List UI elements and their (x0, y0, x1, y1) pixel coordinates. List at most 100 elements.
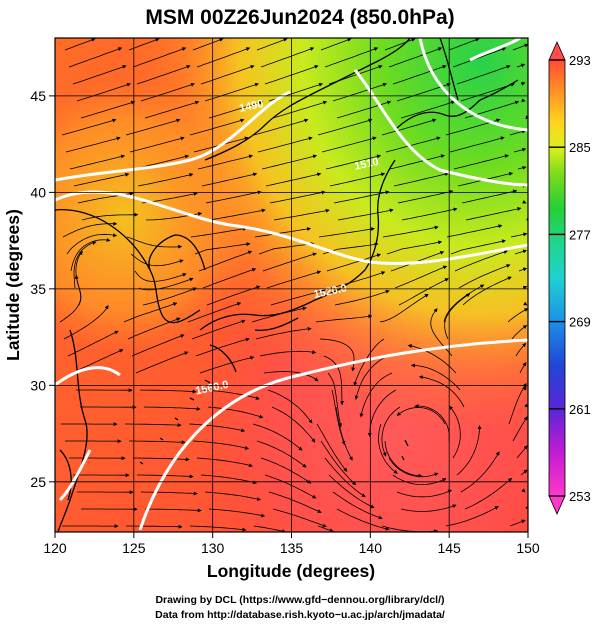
x-tick-label: 145 (437, 540, 461, 556)
streamline (207, 406, 264, 419)
streamline (508, 383, 527, 425)
streamline (204, 491, 262, 501)
streamline (381, 118, 437, 136)
streamline (359, 372, 393, 418)
x-tick-label: 135 (280, 540, 304, 556)
streamline (208, 508, 266, 518)
streamline (386, 240, 443, 255)
streamline (189, 118, 245, 136)
streamline (131, 334, 185, 357)
streamline (318, 227, 375, 238)
streamline (445, 506, 499, 527)
streamline (392, 64, 447, 85)
streamline (71, 349, 124, 374)
streamline (324, 47, 379, 68)
streamline (138, 277, 194, 291)
streamline (517, 165, 527, 170)
streamline (200, 64, 255, 85)
streamline (204, 82, 259, 102)
streamline (198, 250, 253, 272)
streamline (134, 270, 187, 282)
streamline (335, 406, 353, 461)
streamline (452, 47, 507, 68)
streamline (271, 406, 316, 443)
streamline (63, 305, 109, 340)
colorbar-label: 253 (569, 489, 591, 504)
streamline (316, 423, 348, 472)
streamline (123, 302, 178, 323)
streamline (270, 289, 326, 306)
y-axis-title: Latitude (degrees) (3, 209, 23, 361)
streamline (268, 491, 322, 513)
streamline (400, 504, 457, 512)
streamline (456, 64, 511, 85)
x-tick-label: 130 (201, 540, 225, 556)
streamline (334, 289, 390, 306)
streamline (513, 147, 527, 153)
streamline (331, 389, 346, 446)
streamline (448, 38, 480, 51)
streamline (514, 249, 528, 255)
streamline (446, 224, 503, 238)
x-tick-label: 140 (359, 540, 383, 556)
streamline (330, 271, 386, 289)
streamline (449, 136, 505, 153)
streamline (323, 355, 344, 406)
streamline (262, 252, 317, 272)
streamline (378, 423, 398, 474)
streamline (321, 136, 377, 153)
streamline (336, 100, 392, 119)
streamline (324, 457, 366, 498)
streamline (259, 350, 317, 357)
streamline (460, 82, 515, 102)
streamline (315, 314, 373, 323)
streamline (255, 326, 312, 340)
y-tick-label: 40 (30, 184, 46, 200)
streamline (143, 406, 201, 411)
streamline (140, 491, 198, 496)
streamline (465, 207, 522, 221)
streamline (410, 363, 461, 391)
streamline (317, 525, 334, 532)
coastlines (55, 38, 519, 532)
y-tick-label: 30 (30, 377, 46, 393)
streamline (456, 425, 482, 476)
streamline (80, 100, 136, 119)
streamline (139, 389, 197, 394)
streamline (520, 469, 528, 476)
colorbar-label: 261 (569, 402, 591, 417)
streamline (507, 308, 528, 323)
streamline (337, 208, 394, 221)
streamline (400, 100, 456, 119)
streamline (449, 405, 461, 459)
y-tick-label: 25 (30, 474, 46, 490)
streamline (66, 233, 118, 255)
streamline (253, 118, 309, 136)
streamline (127, 317, 181, 340)
streamline (81, 212, 139, 221)
streamline (136, 64, 191, 85)
streamline (197, 154, 254, 170)
streamline (320, 38, 352, 51)
streamline (200, 474, 257, 485)
streamline (265, 172, 322, 187)
streamline (509, 129, 527, 136)
streamline (192, 38, 224, 51)
streamline (260, 457, 312, 484)
streamline (461, 189, 518, 204)
colorbar-label: 293 (569, 53, 591, 68)
colorbar-ramp (548, 59, 566, 497)
grid-lines (55, 38, 528, 532)
streamline (460, 451, 500, 493)
streamline (129, 440, 186, 445)
streamline (68, 47, 123, 68)
streamline (389, 154, 445, 170)
streamline (384, 440, 423, 478)
streamline (401, 207, 458, 221)
streamline (256, 38, 288, 51)
streamline (388, 457, 439, 478)
streamline (67, 330, 119, 357)
streamline (325, 154, 382, 170)
streamline (199, 355, 255, 374)
